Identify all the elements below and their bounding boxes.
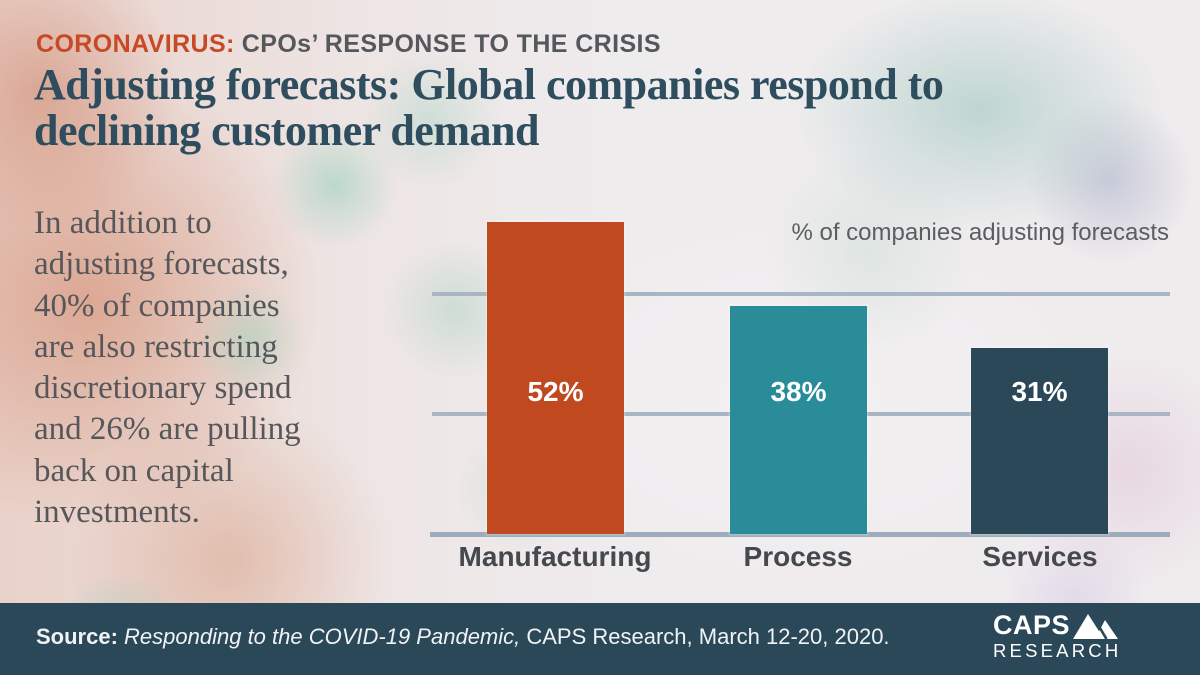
bar-value-manufacturing: 52% [527, 376, 584, 407]
logo-research-text: RESEARCH [993, 640, 1122, 661]
kicker-highlight: CORONAVIRUS: [36, 30, 235, 58]
source-line: Source: Responding to the COVID-19 Pande… [36, 624, 890, 650]
source-footer: Source: Responding to the COVID-19 Pande… [0, 603, 1200, 675]
category-label-process: Process [743, 541, 853, 572]
kicker: CORONAVIRUS: CPOs’ RESPONSE TO THE CRISIS [36, 30, 661, 59]
category-label-manufacturing: Manufacturing [458, 541, 652, 572]
kicker-rest: CPOs’ RESPONSE TO THE CRISIS [241, 30, 661, 58]
page-title: Adjusting forecasts: Global companies re… [34, 60, 944, 156]
logo-caps-text: CAPS [993, 610, 1071, 640]
bar-manufacturing [487, 222, 624, 534]
x-axis-line [430, 532, 1170, 537]
mountain-icon [1070, 612, 1121, 639]
source-publisher-date: CAPS Research, March 12-20, 2020. [520, 624, 890, 649]
category-label-services: Services [982, 541, 1098, 572]
chart-subtitle: % of companies adjusting forecasts [791, 219, 1169, 246]
source-label: Source: [36, 624, 118, 649]
gridline-40 [432, 292, 1170, 296]
bar-value-services: 31% [1011, 376, 1068, 407]
bar-value-process: 38% [770, 376, 827, 407]
source-publication: Responding to the COVID-19 Pandemic, [117, 624, 521, 649]
bar-process [730, 306, 867, 534]
bar-services [971, 348, 1108, 534]
caps-research-logo: CAPS RESEARCH [993, 612, 1121, 661]
sidebar-callout-text: In addition to adjusting forecasts, 40% … [34, 205, 301, 530]
